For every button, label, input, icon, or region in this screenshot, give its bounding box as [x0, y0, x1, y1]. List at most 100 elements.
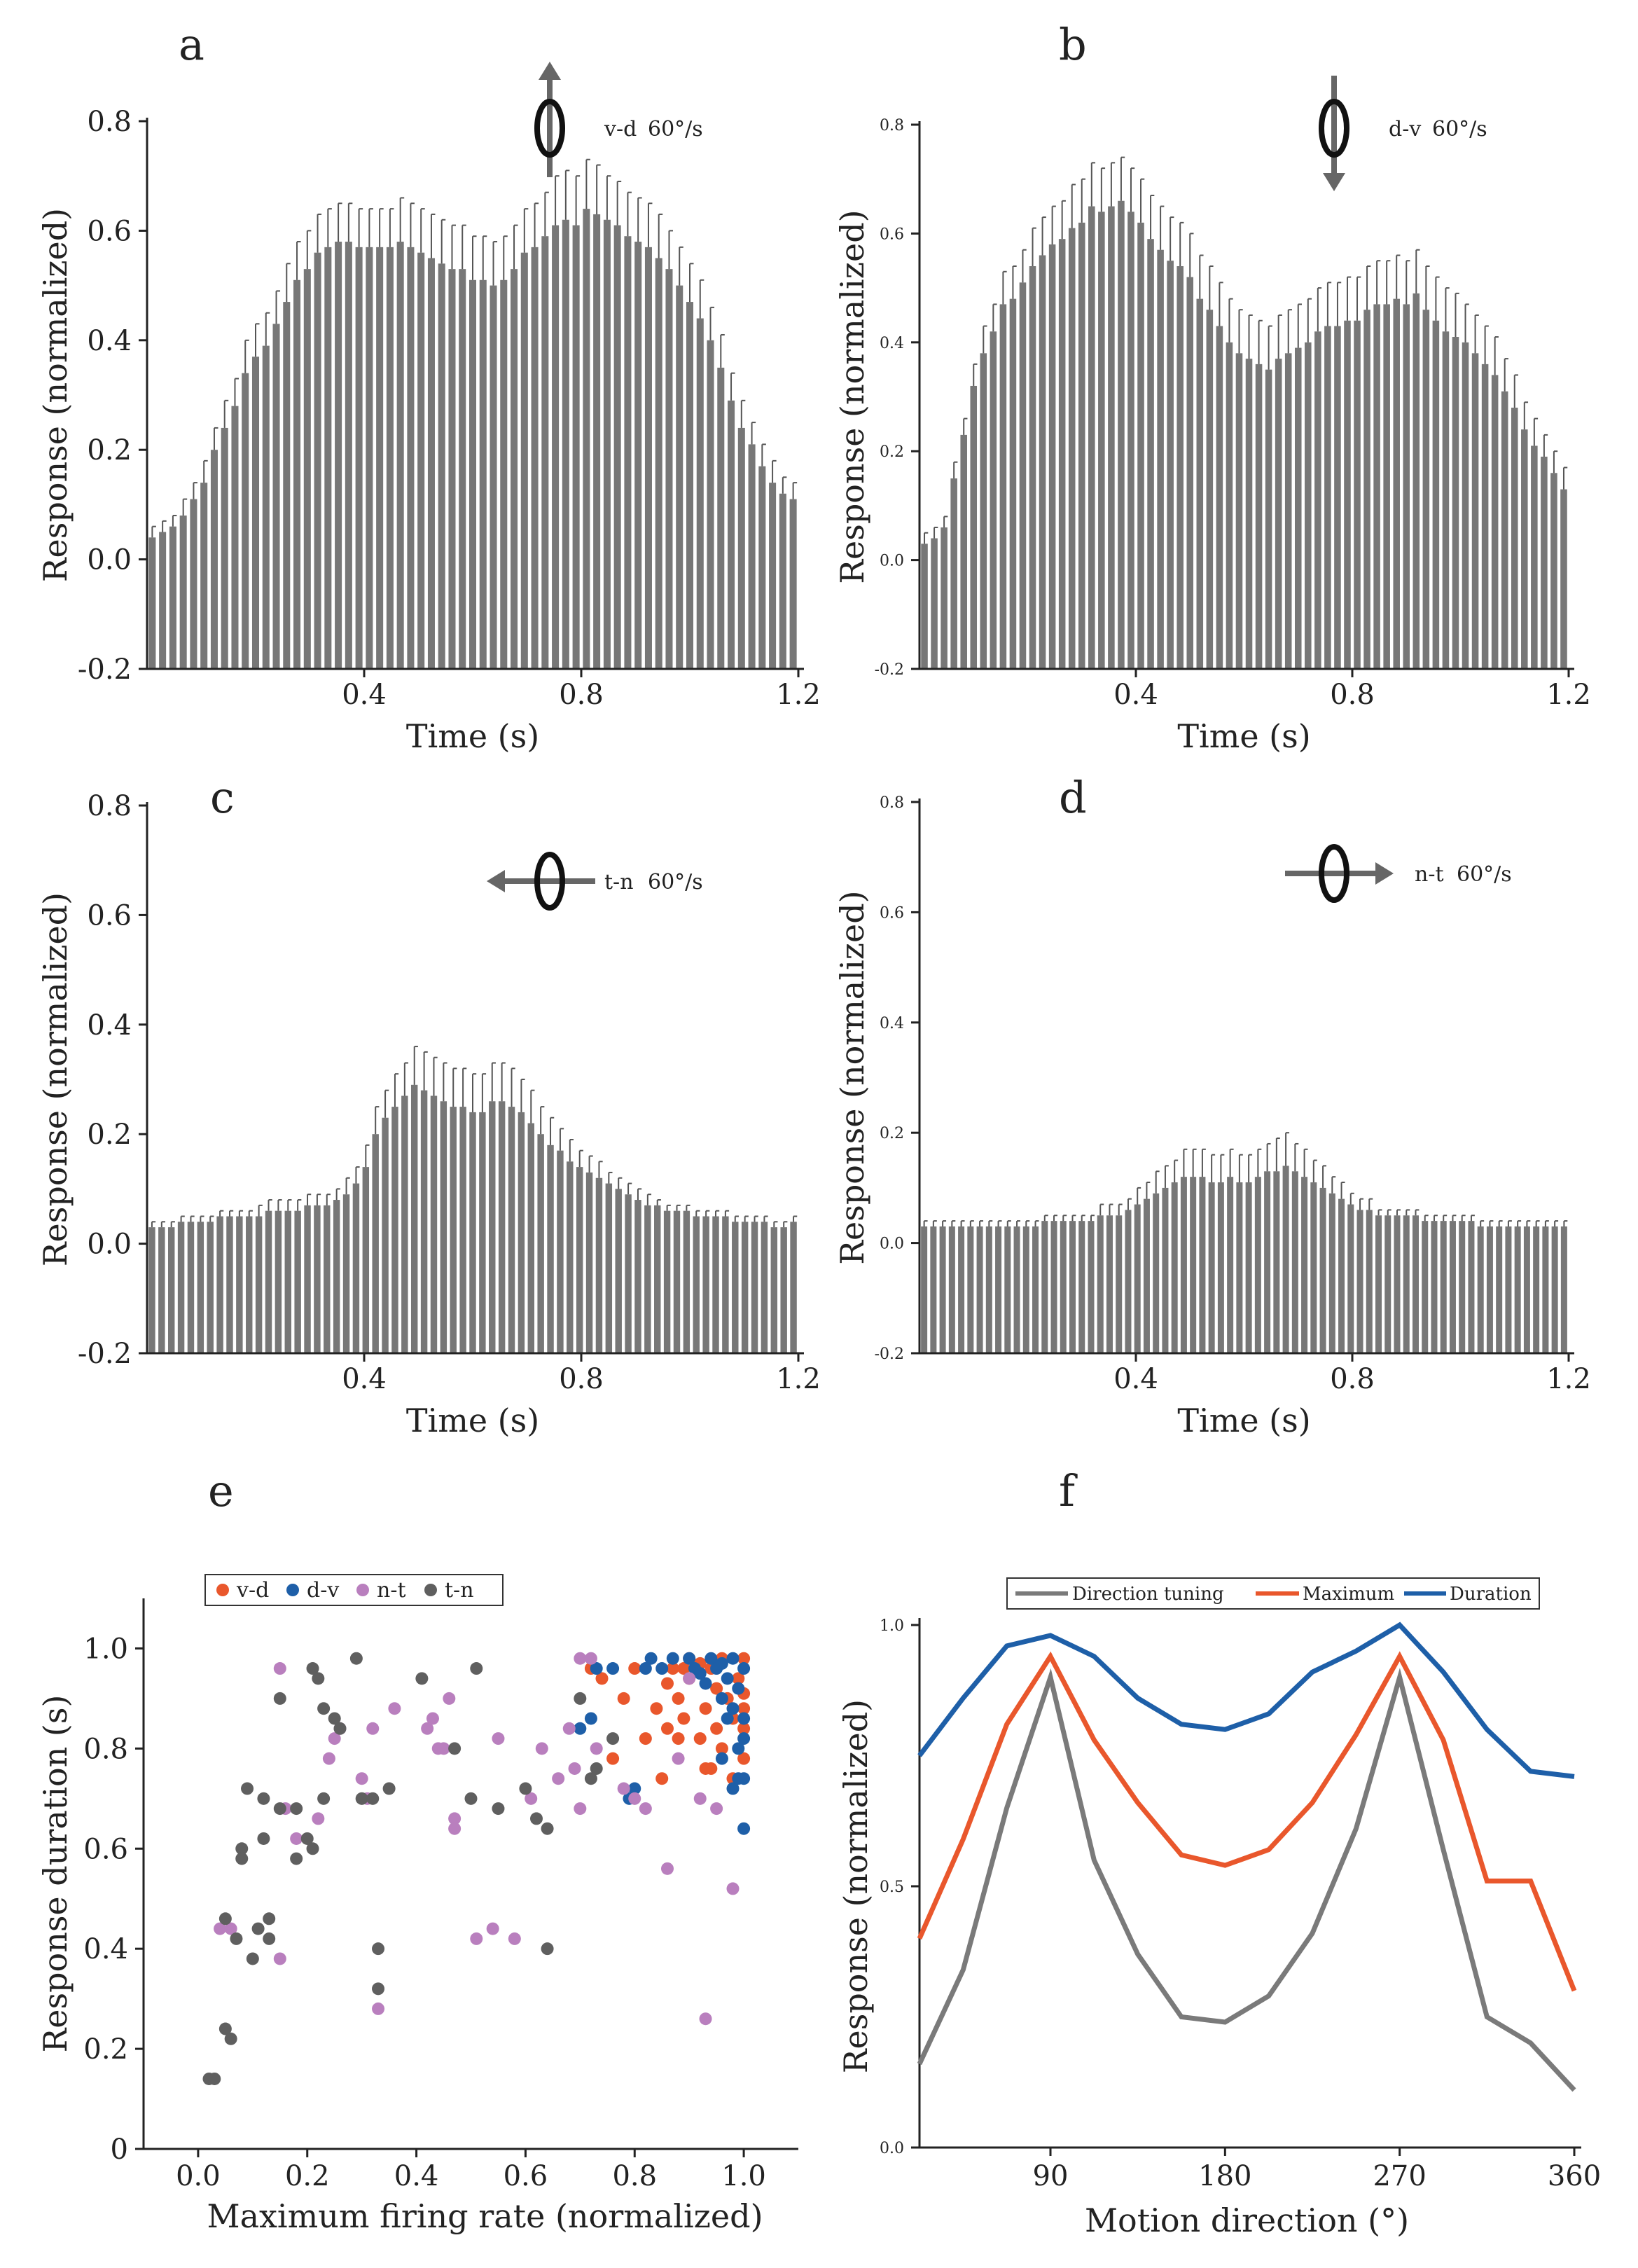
bar	[1041, 1221, 1048, 1353]
scatter-point-d-v	[726, 1782, 740, 1795]
bar	[216, 1216, 223, 1353]
y-tick-label: 1.0	[880, 1617, 904, 1635]
stimulus-indicator: t-n 60°/s	[487, 852, 703, 911]
y-tick-label: 0.2	[880, 443, 904, 461]
legend-box	[204, 1574, 504, 1606]
y-tick-label: -0.2	[78, 1338, 132, 1370]
bar	[1294, 347, 1302, 669]
bar	[284, 1210, 291, 1353]
scatter-point-v-d	[672, 1692, 685, 1705]
bar	[1334, 326, 1341, 669]
bar	[562, 219, 569, 669]
bar	[1523, 1226, 1530, 1353]
x-axis-label: Time (s)	[406, 1402, 539, 1439]
scatter-point-d-v	[584, 1712, 597, 1725]
bar	[1373, 304, 1380, 669]
bar	[1413, 293, 1420, 669]
bar	[1227, 1177, 1234, 1353]
scatter-point-n-t	[672, 1752, 685, 1765]
scatter-point-t-n	[519, 1782, 532, 1795]
bar	[1147, 239, 1154, 669]
scatter-point-v-d	[737, 1702, 751, 1715]
scatter-point-n-t	[322, 1752, 335, 1765]
bar	[1153, 1193, 1160, 1353]
y-tick-label: 0.6	[83, 1833, 128, 1865]
arrow-left-icon	[487, 870, 505, 892]
bar	[1356, 1210, 1363, 1353]
y-tick-label: 0.6	[87, 215, 132, 247]
scatter-point-d-v	[715, 1752, 728, 1765]
bar	[342, 1194, 350, 1353]
bar	[990, 331, 997, 669]
bar	[362, 1167, 370, 1353]
panel-label-e: e	[208, 1465, 234, 1516]
bar	[1442, 331, 1450, 669]
x-tick-label: 0.4	[394, 2160, 439, 2192]
scatter-point-n-t	[639, 1802, 652, 1816]
bar	[1282, 1166, 1289, 1353]
scatter-point-n-t	[683, 1672, 696, 1685]
x-tick-label: 1.2	[776, 679, 821, 711]
bar	[1127, 212, 1134, 669]
scatter-point-n-t	[699, 2012, 712, 2026]
bar	[748, 444, 756, 669]
scatter-point-v-d	[650, 1702, 663, 1715]
bar	[1068, 228, 1076, 669]
scatter-point-v-d	[737, 1752, 751, 1765]
scatter-point-t-n	[415, 1672, 429, 1685]
stimulus-indicator: v-d 60°/s	[534, 62, 703, 177]
bar	[1533, 1226, 1540, 1353]
x-tick-label: 0.8	[559, 679, 604, 711]
legend-marker-n-t	[356, 1584, 369, 1596]
x-tick-label: 0.4	[1113, 679, 1158, 711]
scatter-point-d-v	[721, 1712, 734, 1725]
scatter-point-t-n	[574, 1692, 587, 1705]
bar	[737, 427, 745, 669]
y-tick-label: 0.6	[880, 904, 904, 922]
bar	[1505, 1226, 1512, 1353]
x-tick-label: 0.8	[1330, 1363, 1375, 1395]
x-tick-label: 0.8	[612, 2160, 657, 2192]
x-tick-label: 1.0	[721, 2160, 766, 2192]
x-tick-label: 270	[1373, 2160, 1426, 2192]
scatter-point-n-t	[470, 1932, 483, 1945]
x-tick-label: 0.4	[342, 679, 387, 711]
scatter-point-t-n	[273, 1802, 286, 1816]
bar	[1004, 1226, 1011, 1353]
bar	[440, 1101, 447, 1353]
stimulus-label: t-n	[604, 870, 634, 894]
scatter-point-n-t	[437, 1742, 450, 1755]
scatter-point-d-v	[737, 1712, 751, 1725]
scatter-point-d-v	[737, 1822, 751, 1835]
panel-c-chart: -0.2 0.0 0.2 0.4 0.6 0.8 0.4 0.8 1.2 Time (s) Resp…	[36, 790, 821, 1439]
bar	[547, 1145, 554, 1353]
x-axis-label: Motion direction (°)	[1085, 2201, 1409, 2239]
bar	[552, 225, 560, 670]
bar	[335, 242, 342, 669]
scatter-point-n-t	[366, 1722, 380, 1735]
bar	[717, 367, 725, 669]
bar	[427, 258, 435, 669]
bar	[1177, 266, 1184, 669]
y-tick-label: 0.4	[87, 1009, 132, 1042]
bar	[585, 1172, 593, 1353]
x-tick-label: 0.4	[1113, 1363, 1158, 1395]
bar	[758, 466, 766, 669]
bar	[605, 1183, 613, 1353]
bar	[603, 219, 611, 669]
scatter-point-d-v	[732, 1682, 745, 1695]
scatter-point-n-t	[617, 1782, 630, 1795]
y-tick-label: 0.4	[880, 1015, 904, 1032]
y-tick-label: 1.0	[83, 1633, 128, 1665]
panel-e-chart: 0 0.2 0.4 0.6 0.8 1.0 0.0 0.2 0.4 0.6 0.8 1.0 Maximu…	[36, 1574, 798, 2235]
bar	[1208, 1182, 1215, 1353]
bar	[1069, 1221, 1076, 1353]
scatter-point-t-n	[290, 1802, 303, 1816]
scatter-point-n-t	[628, 1792, 641, 1805]
x-tick-label: 90	[1033, 2160, 1069, 2192]
x-axis-label: Time (s)	[1177, 1402, 1310, 1439]
legend-marker-v-d	[216, 1584, 229, 1596]
bar	[950, 478, 957, 669]
y-tick-label: 0.8	[87, 106, 132, 138]
scatter-point-n-t	[273, 1662, 286, 1675]
